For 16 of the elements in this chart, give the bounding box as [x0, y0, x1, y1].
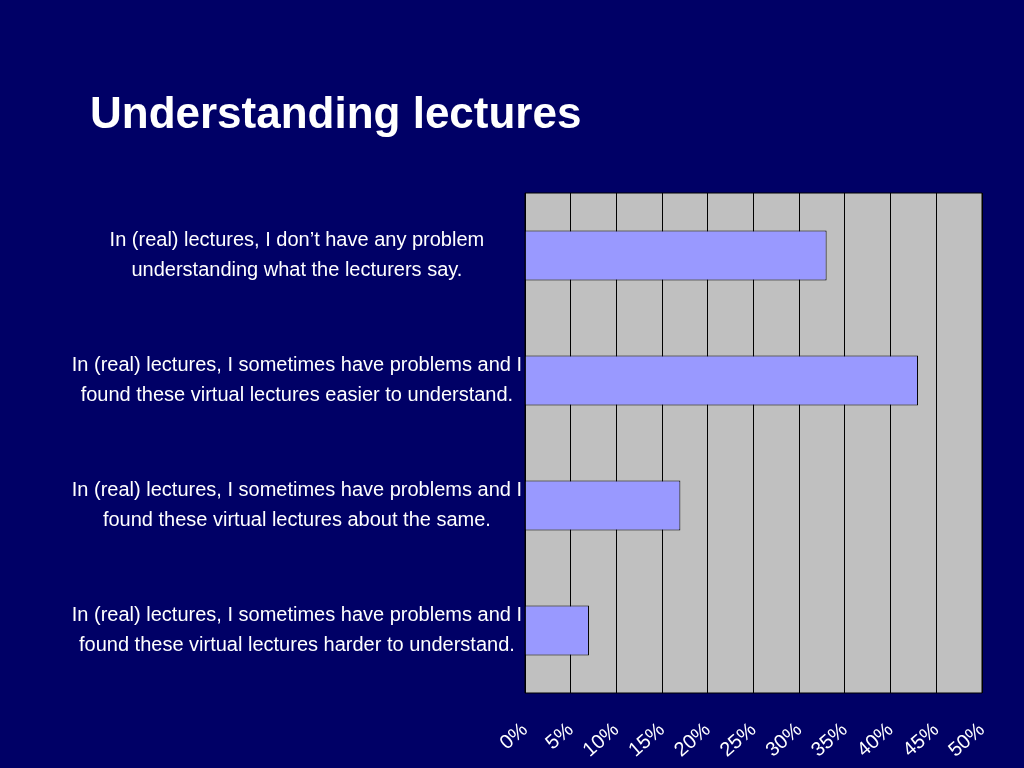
y-tick-label: In (real) lectures, I sometimes have problems and I found these virtual lectures harder to understand.: [71, 603, 522, 656]
y-tick-label: In (real) lectures, I don’t have any problem understanding what the lecturers say.: [109, 228, 485, 281]
x-tick-label: 45%: [897, 717, 943, 761]
y-tick-label: In (real) lectures, I sometimes have problems and I found these virtual lectures easier to understand.: [71, 353, 522, 406]
x-tick-label: 0%: [495, 717, 532, 754]
chart-title: Understanding lectures: [90, 88, 582, 138]
x-tick-label: 35%: [806, 717, 852, 761]
x-tick-label: 20%: [669, 717, 715, 761]
y-tick-label: In (real) lectures, I sometimes have problems and I found these virtual lectures about the same.: [71, 478, 522, 531]
x-tick-label: 40%: [852, 717, 898, 761]
x-tick-label: 15%: [623, 717, 669, 761]
x-tick-label: 10%: [578, 717, 623, 761]
x-tick-label: 50%: [943, 717, 989, 761]
x-tick-label: 30%: [760, 717, 806, 761]
x-tick-label: 25%: [715, 717, 760, 761]
x-tick-label: 5%: [540, 717, 578, 754]
